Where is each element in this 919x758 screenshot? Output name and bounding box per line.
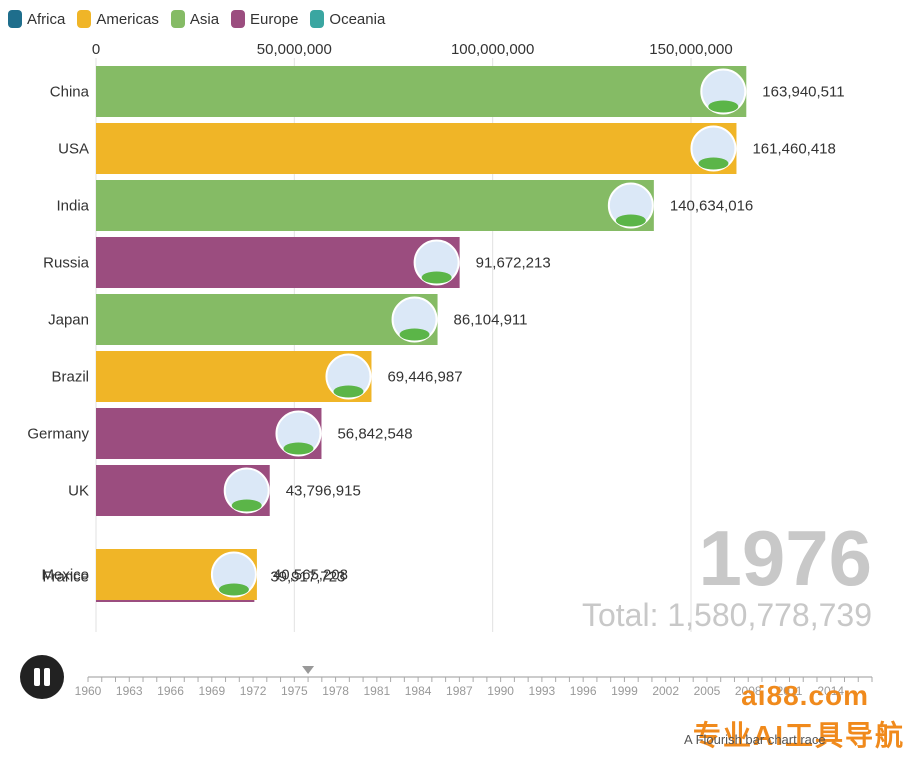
timeline-year-label: 2011: [777, 684, 803, 698]
category-label: Mexico: [41, 567, 89, 584]
legend-label: Oceania: [329, 10, 386, 28]
bar-china: [96, 66, 747, 117]
x-tick-label: 100,000,000: [451, 41, 534, 58]
value-label: 91,672,213: [476, 255, 551, 272]
category-label: Brazil: [51, 369, 89, 386]
timeline-year-label: 1963: [116, 684, 143, 698]
category-label: Germany: [27, 426, 89, 443]
legend-item-africa[interactable]: Africa: [8, 10, 65, 28]
flag-icon-ground: [698, 157, 729, 170]
bar-group-india: India 140,634,016: [56, 180, 753, 231]
value-label: 140,634,016: [670, 198, 753, 215]
timeline-year-label: 1990: [487, 684, 514, 698]
value-label: 43,796,915: [286, 483, 361, 500]
category-label: Russia: [43, 255, 90, 272]
category-label: France: [42, 569, 89, 586]
flag-icon-ground: [283, 442, 314, 455]
timeline-year-label: 1972: [240, 684, 267, 698]
flag-icon-ground: [399, 328, 430, 341]
legend-item-americas[interactable]: Americas: [77, 10, 159, 28]
value-label: 39,917,723: [270, 569, 345, 586]
timeline-year-label: 2005: [694, 684, 721, 698]
timeline-year-label: 1993: [529, 684, 556, 698]
x-tick-label: 150,000,000: [649, 41, 732, 58]
timeline-slider[interactable]: 1960 1963 1966 1969 1972 1975 1978 1981 1984 1987…: [0, 660, 919, 720]
category-label: UK: [68, 483, 89, 500]
category-label: Japan: [48, 312, 89, 329]
timeline-year-label: 1978: [322, 684, 349, 698]
legend-label: Africa: [27, 10, 66, 28]
legend-label: Asia: [189, 10, 220, 28]
flag-icon-ground: [218, 583, 249, 596]
legend-swatch: [8, 10, 22, 28]
category-label: China: [50, 84, 90, 101]
x-tick-label: 50,000,000: [257, 41, 332, 58]
bar-group-russia: Russia 91,672,213: [43, 237, 551, 288]
x-tick-label: 0: [92, 41, 100, 58]
timeline-year-label: 2008: [735, 684, 762, 698]
legend-label: Americas: [96, 10, 159, 28]
timeline-year-label: 1996: [570, 684, 597, 698]
timeline-year-label: 2014: [817, 684, 844, 698]
timeline-year-label: 2002: [652, 684, 679, 698]
category-label: USA: [58, 141, 89, 158]
bar-japan: [96, 294, 438, 345]
bar-usa: [96, 123, 737, 174]
flag-icon-ground: [333, 385, 364, 398]
bars: France 39,917,723 Mexico 40,565,208 UK 43,796…: [27, 66, 845, 602]
x-axis-ticks: 0 50,000,000 100,000,000 150,000,000: [92, 41, 733, 58]
watermark-subtext: 专业AI工具导航: [692, 720, 905, 751]
flag-icon-ground: [708, 100, 739, 113]
legend-label: Europe: [250, 10, 299, 28]
legend-item-asia[interactable]: Asia: [170, 10, 220, 28]
total-label: Total: 1,580,778,739: [582, 597, 872, 633]
timeline-year-label: 1975: [281, 684, 308, 698]
bar-india: [96, 180, 654, 231]
value-label: 56,842,548: [337, 426, 412, 443]
timeline-year-label: 1960: [75, 684, 102, 698]
legend-swatch: [77, 10, 92, 28]
legend: Africa Americas Asia Europe Oceania: [8, 10, 385, 28]
pause-icon: [34, 668, 40, 686]
bar-group-china: China 163,940,511: [50, 66, 845, 117]
flag-icon-ground: [615, 214, 646, 227]
value-label: 86,104,911: [454, 312, 528, 329]
flag-icon-ground: [231, 499, 262, 512]
legend-item-europe[interactable]: Europe: [231, 10, 298, 28]
attribution-link[interactable]: A Flourish bar chart race: [684, 732, 826, 747]
timeline-year-label: 1987: [446, 684, 473, 698]
value-label: 163,940,511: [762, 84, 844, 101]
timeline-year-label: 1966: [157, 684, 184, 698]
value-label: 161,460,418: [752, 141, 835, 158]
timeline-handle[interactable]: [302, 666, 315, 674]
value-label: 40,565,208: [273, 567, 348, 584]
year-label: 1976: [698, 514, 872, 602]
legend-swatch: [231, 10, 246, 28]
legend-item-oceania[interactable]: Oceania: [310, 10, 385, 28]
legend-swatch: [310, 10, 325, 28]
timeline-year-label: 1969: [198, 684, 225, 698]
timeline-year-label: 1984: [405, 684, 432, 698]
bar-chart: 0 50,000,000 100,000,000 150,000,000 France…: [27, 41, 872, 633]
bar-group-germany: Germany 56,842,548: [27, 408, 413, 459]
watermark-text: ai88.com: [741, 680, 869, 711]
pause-icon: [44, 668, 50, 686]
value-label: 69,446,987: [387, 369, 462, 386]
bar-russia: [96, 237, 460, 288]
bar-group-japan: Japan 86,104,911: [48, 294, 528, 345]
pause-button[interactable]: [20, 655, 64, 699]
legend-swatch: [170, 10, 185, 28]
bar-group-brazil: Brazil 69,446,987: [51, 351, 463, 402]
flag-icon-ground: [421, 271, 452, 284]
bar-group-mexico: Mexico 40,565,208: [41, 549, 348, 600]
timeline-year-label: 1981: [363, 684, 390, 698]
category-label: India: [56, 198, 89, 215]
timeline-year-label: 1999: [611, 684, 638, 698]
bar-group-usa: USA 161,460,418: [58, 123, 836, 174]
bar-group-uk: UK 43,796,915: [68, 465, 361, 516]
